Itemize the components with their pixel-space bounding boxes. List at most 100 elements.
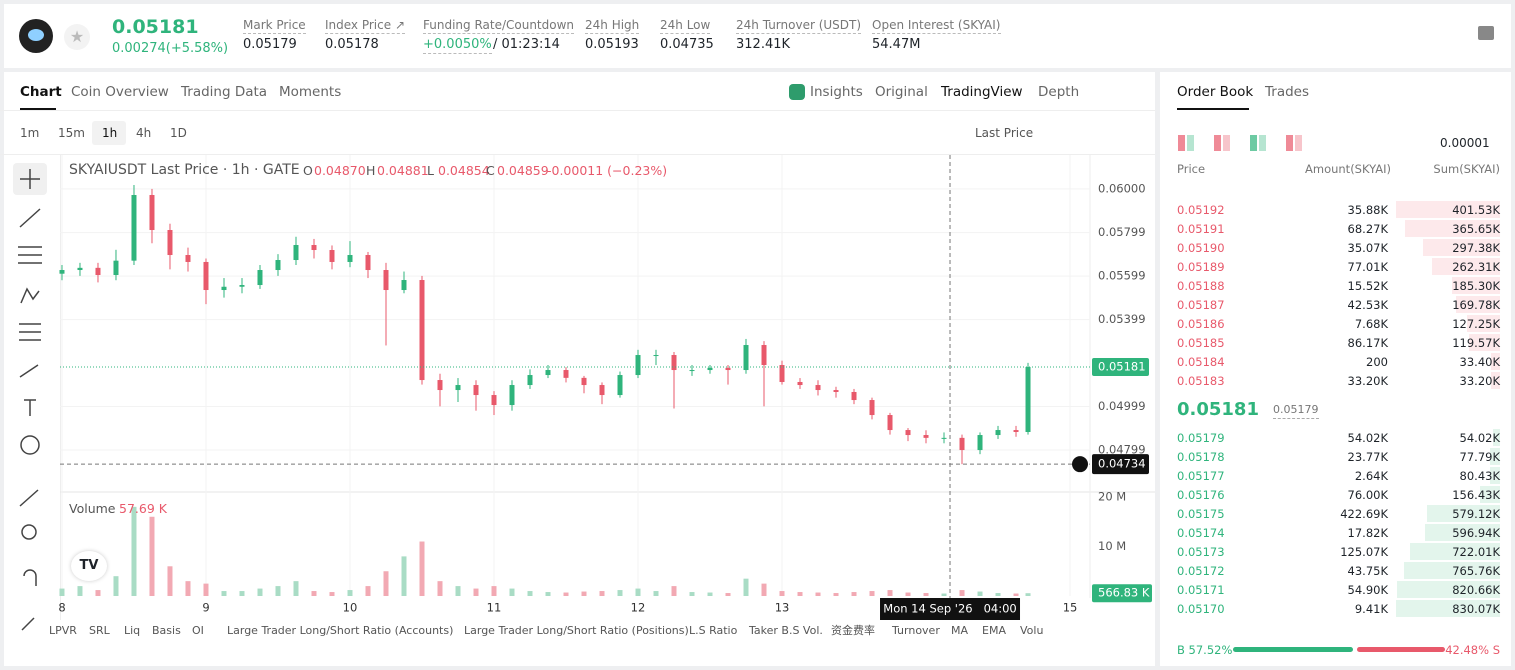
interval[interactable]: 1D: [170, 126, 187, 140]
interval[interactable]: 1m: [20, 126, 40, 140]
legend-key: L: [427, 163, 434, 178]
stat-label: Open Interest (SKYAI): [872, 18, 1001, 34]
ob-price[interactable]: 0.05186: [1177, 317, 1225, 331]
ob-amount: 86.17K: [1347, 336, 1388, 350]
ob-price[interactable]: 0.05183: [1177, 374, 1225, 388]
last-volume-box: [1092, 584, 1152, 603]
ob-price[interactable]: 0.05175: [1177, 507, 1225, 521]
ob-price[interactable]: 0.05172: [1177, 564, 1225, 578]
ob-price[interactable]: 0.05187: [1177, 298, 1225, 312]
indicator-tab[interactable]: Large Trader Long/Short Ratio (Accounts): [227, 624, 454, 637]
ob-sum: 185.30K: [1452, 279, 1500, 293]
ob-price[interactable]: 0.05176: [1177, 488, 1225, 502]
ob-amount: 54.90K: [1347, 583, 1388, 597]
candle-body: [59, 270, 65, 274]
ob-price[interactable]: 0.05178: [1177, 450, 1225, 464]
volume-bar: [545, 592, 551, 596]
ob-sum: 156.43K: [1452, 488, 1500, 502]
ob-price[interactable]: 0.05170: [1177, 602, 1225, 616]
ob-price[interactable]: 0.05189: [1177, 260, 1225, 274]
price-type-select[interactable]: Last Price: [975, 126, 1034, 140]
volume-bar: [275, 586, 281, 596]
volume-bar: [221, 591, 227, 596]
volume-bar: [239, 591, 245, 596]
buy-bar: [1233, 647, 1353, 652]
last-price: 0.05181: [112, 16, 199, 38]
view-tab[interactable]: Original: [875, 84, 928, 100]
depth-bar: [1456, 296, 1500, 313]
ob-price[interactable]: 0.05174: [1177, 526, 1225, 540]
ob-sum: 119.57K: [1452, 336, 1500, 350]
indicator-tab[interactable]: Turnover: [892, 624, 940, 637]
stat-value: 0.04735: [660, 37, 714, 52]
ob-sum: 169.78K: [1452, 298, 1500, 312]
interval[interactable]: 15m: [58, 126, 85, 140]
candle-body: [887, 415, 893, 431]
indicator-tab[interactable]: LPVR: [49, 624, 77, 637]
indicator-tab[interactable]: SRL: [89, 624, 110, 637]
interval[interactable]: 1h: [102, 126, 118, 140]
candle-body: [995, 430, 1001, 436]
volume-bar: [95, 590, 101, 596]
ob-price[interactable]: 0.05191: [1177, 222, 1225, 236]
view-tab[interactable]: Insights: [810, 84, 863, 100]
depth-bar: [1397, 581, 1500, 598]
ob-price[interactable]: 0.05190: [1177, 241, 1225, 255]
ob-view-icon: [1214, 135, 1221, 151]
volume-bar: [851, 592, 857, 596]
volume-bar: [293, 581, 299, 596]
ob-price[interactable]: 0.05171: [1177, 583, 1225, 597]
ob-price[interactable]: 0.05192: [1177, 203, 1225, 217]
ob-price[interactable]: 0.05179: [1177, 431, 1225, 445]
chart-tab[interactable]: Trading Data: [181, 84, 268, 100]
candle-body: [293, 245, 299, 261]
legend-value: 0.04870: [314, 163, 366, 178]
indicator-tab[interactable]: Liq: [124, 624, 141, 637]
ob-sum: 765.76K: [1452, 564, 1500, 578]
indicator-tab[interactable]: MA: [951, 624, 969, 637]
x-tick-label: 10: [343, 601, 358, 615]
ob-tab[interactable]: Trades: [1265, 84, 1309, 100]
stat-label: Mark Price: [243, 18, 306, 34]
indicator-tab[interactable]: Large Trader Long/Short Ratio (Positions…: [464, 624, 689, 637]
precision-select[interactable]: 0.00001: [1440, 136, 1490, 150]
indicator-tab[interactable]: EMA: [982, 624, 1006, 637]
ai-icon: [789, 84, 805, 100]
ob-price[interactable]: 0.05185: [1177, 336, 1225, 350]
candle-body: [509, 385, 515, 406]
candle-body: [149, 195, 155, 231]
ob-price[interactable]: 0.05188: [1177, 279, 1225, 293]
chart-tab[interactable]: Moments: [279, 84, 342, 100]
settings-icon[interactable]: [1478, 26, 1494, 40]
ob-sum: 33.40K: [1459, 355, 1500, 369]
view-tab[interactable]: Depth: [1038, 84, 1080, 100]
volume-bar: [833, 593, 839, 596]
ob-price[interactable]: 0.05173: [1177, 545, 1225, 559]
volume-tick-label: 20 M: [1098, 489, 1126, 503]
volume-bar: [347, 590, 353, 596]
indicator-tab[interactable]: Basis: [152, 624, 181, 637]
ob-tab[interactable]: Order Book: [1177, 84, 1254, 100]
ob-view-icon: [1178, 135, 1185, 151]
candle-body: [221, 286, 227, 291]
favorite-button[interactable]: ★: [64, 24, 90, 50]
candle-body: [977, 435, 983, 451]
chart-tab[interactable]: Chart: [20, 84, 62, 100]
candle-body: [185, 255, 191, 262]
depth-bar: [1425, 524, 1500, 541]
ob-sum: 54.02K: [1459, 431, 1500, 445]
candle-body: [797, 381, 803, 386]
view-tab[interactable]: TradingView: [941, 84, 1023, 100]
ob-price[interactable]: 0.05184: [1177, 355, 1225, 369]
crosshair-date-box: [880, 598, 1021, 620]
stat-label: 24h High: [585, 18, 640, 34]
indicator-tab[interactable]: L.S Ratio: [689, 624, 738, 637]
indicator-tab[interactable]: OI: [192, 624, 204, 637]
interval[interactable]: 4h: [136, 126, 152, 140]
indicator-tab[interactable]: Volu: [1020, 624, 1044, 637]
candle-body: [113, 260, 119, 276]
ob-price[interactable]: 0.05177: [1177, 469, 1225, 483]
chart-tab[interactable]: Coin Overview: [71, 84, 169, 100]
indicator-tab[interactable]: Taker B.S Vol.: [749, 624, 823, 637]
indicator-tab[interactable]: 资金费率: [831, 624, 875, 637]
